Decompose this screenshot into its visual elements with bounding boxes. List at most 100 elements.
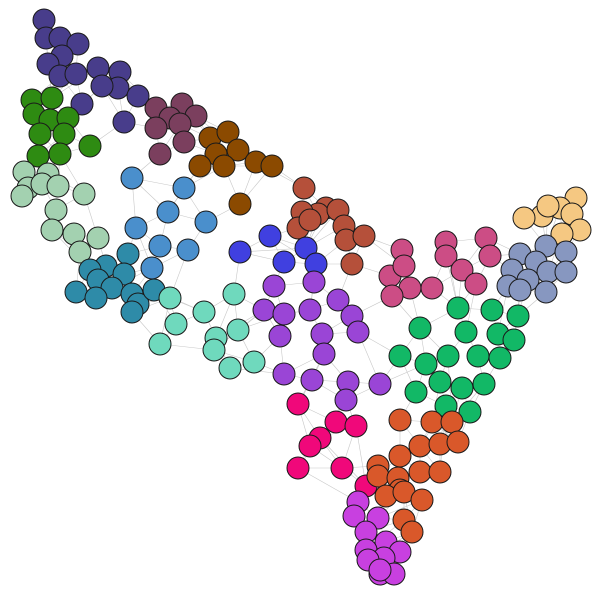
node-plum-4 — [144, 116, 168, 140]
node-violet-10 — [312, 342, 336, 366]
node-mint-10 — [86, 226, 110, 250]
node-teal-5 — [64, 280, 88, 304]
node-rose-6 — [450, 258, 474, 282]
node-navy-11 — [90, 74, 114, 98]
node-royal-blue-2 — [272, 250, 296, 274]
node-aquamarine-0 — [158, 286, 182, 310]
node-emerald-11 — [414, 352, 438, 376]
node-steel-blue-0 — [120, 166, 144, 190]
node-rust-0 — [292, 176, 316, 200]
node-emerald-10 — [488, 346, 512, 370]
node-magenta-6 — [330, 456, 354, 480]
node-emerald-13 — [450, 376, 474, 400]
node-plum-6 — [172, 130, 196, 154]
node-slate-6 — [554, 260, 578, 284]
node-magenta-5 — [286, 456, 310, 480]
node-emerald-3 — [408, 316, 432, 340]
node-magenta-1 — [324, 410, 348, 434]
node-steel-blue-7 — [140, 256, 164, 280]
node-orange-4 — [388, 444, 412, 468]
node-brown-1 — [216, 120, 240, 144]
node-steel-blue-6 — [176, 238, 200, 262]
node-layer — [10, 8, 592, 586]
node-orange-17 — [400, 520, 424, 544]
node-brown-5 — [212, 154, 236, 178]
node-orange-1 — [420, 410, 444, 434]
node-navy-13 — [112, 110, 136, 134]
node-violet-8 — [268, 324, 292, 348]
node-plum-7 — [148, 142, 172, 166]
node-violet-3 — [252, 298, 276, 322]
node-green-9 — [48, 142, 72, 166]
node-mint-8 — [40, 218, 64, 242]
node-navy-14 — [126, 84, 150, 108]
node-steel-blue-3 — [194, 210, 218, 234]
node-rose-9 — [380, 284, 404, 308]
node-aquamarine-7 — [148, 332, 172, 356]
node-violet-11 — [272, 362, 296, 386]
node-orange-11 — [428, 460, 452, 484]
node-orange-0 — [388, 408, 412, 432]
node-emerald-14 — [472, 372, 496, 396]
node-violet-1 — [302, 270, 326, 294]
node-navy-3 — [66, 32, 90, 56]
node-violet-9 — [310, 322, 334, 346]
node-steel-blue-1 — [172, 176, 196, 200]
node-orange-15 — [410, 488, 434, 512]
node-steel-blue-5 — [148, 234, 172, 258]
node-aquamarine-4 — [226, 318, 250, 342]
node-peach-3 — [512, 206, 536, 230]
node-navy-12 — [70, 92, 94, 116]
node-orange-7 — [446, 430, 470, 454]
node-brown-8 — [228, 192, 252, 216]
node-aquamarine-3 — [164, 312, 188, 336]
node-rose-7 — [478, 244, 502, 268]
node-violet-15 — [334, 388, 358, 412]
node-rose-4 — [392, 254, 416, 278]
node-aquamarine-8 — [218, 356, 242, 380]
node-magenta-2 — [344, 414, 368, 438]
node-violet-5 — [298, 298, 322, 322]
node-rust-10 — [340, 252, 364, 276]
node-royal-blue-1 — [228, 240, 252, 264]
node-violet-2 — [326, 288, 350, 312]
node-violet-4 — [272, 302, 296, 326]
node-orange-8 — [366, 464, 390, 488]
node-violet-14 — [368, 372, 392, 396]
node-aquamarine-9 — [242, 350, 266, 374]
node-emerald-12 — [428, 370, 452, 394]
node-emerald-7 — [436, 344, 460, 368]
node-brown-7 — [260, 154, 284, 178]
node-emerald-9 — [466, 344, 490, 368]
node-navy-7 — [64, 62, 88, 86]
node-violet-0 — [262, 274, 286, 298]
node-magenta-0 — [286, 392, 310, 416]
node-rose-11 — [464, 272, 488, 296]
node-peach-5 — [536, 194, 560, 218]
node-orchid-2 — [342, 504, 366, 528]
node-mint-7 — [72, 182, 96, 206]
node-slate-2 — [554, 240, 578, 264]
node-green-6 — [52, 122, 76, 146]
node-emerald-1 — [480, 298, 504, 322]
node-emerald-8 — [388, 344, 412, 368]
node-violet-7 — [346, 320, 370, 344]
node-aquamarine-6 — [202, 338, 226, 362]
node-rust-9 — [352, 224, 376, 248]
node-mint-11 — [68, 240, 92, 264]
node-rust-5 — [298, 208, 322, 232]
node-aquamarine-2 — [222, 282, 246, 306]
node-teal-0 — [116, 242, 140, 266]
node-royal-blue-0 — [258, 224, 282, 248]
node-mint-5 — [10, 184, 34, 208]
node-orange-10 — [408, 460, 432, 484]
node-slate-9 — [534, 280, 558, 304]
node-mint-4 — [46, 174, 70, 198]
node-green-7 — [78, 134, 102, 158]
node-brown-2 — [226, 138, 250, 162]
node-emerald-6 — [502, 328, 526, 352]
node-emerald-0 — [446, 296, 470, 320]
node-orange-5 — [408, 434, 432, 458]
node-emerald-17 — [458, 400, 482, 424]
node-steel-blue-2 — [156, 200, 180, 224]
